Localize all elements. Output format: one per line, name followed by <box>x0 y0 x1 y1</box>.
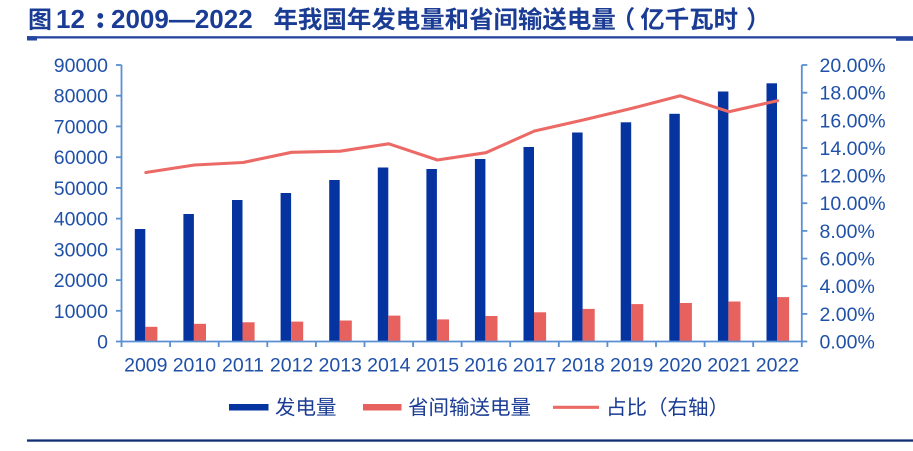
svg-text:0: 0 <box>97 332 108 354</box>
svg-text:2009—2022: 2009—2022 <box>111 4 253 34</box>
svg-text:10.00%: 10.00% <box>820 193 886 215</box>
svg-text:16.00%: 16.00% <box>820 110 886 132</box>
svg-text:90000: 90000 <box>54 55 108 77</box>
svg-text:2013: 2013 <box>319 355 362 377</box>
svg-text:2012: 2012 <box>270 355 313 377</box>
svg-text:2009: 2009 <box>124 355 167 377</box>
svg-text:0.00%: 0.00% <box>820 332 875 354</box>
svg-text:2018: 2018 <box>561 355 604 377</box>
svg-text:2010: 2010 <box>173 355 217 377</box>
svg-text:70000: 70000 <box>54 116 108 138</box>
svg-text:50000: 50000 <box>54 178 108 200</box>
svg-text:18.00%: 18.00% <box>820 83 886 105</box>
svg-text:2011: 2011 <box>222 355 264 377</box>
svg-text:2020: 2020 <box>659 355 703 377</box>
svg-text:10000: 10000 <box>54 301 108 323</box>
svg-text:4.00%: 4.00% <box>820 276 875 298</box>
svg-text:2016: 2016 <box>464 355 507 377</box>
svg-text:30000: 30000 <box>54 239 108 261</box>
svg-text:2.00%: 2.00% <box>820 304 875 326</box>
svg-text:8.00%: 8.00% <box>820 221 875 243</box>
svg-text:2014: 2014 <box>367 355 411 377</box>
svg-text:20.00%: 20.00% <box>820 55 886 77</box>
svg-text:40000: 40000 <box>54 209 108 231</box>
svg-text:12.00%: 12.00% <box>820 166 886 188</box>
svg-text:2022: 2022 <box>756 355 799 377</box>
svg-text:2019: 2019 <box>610 355 653 377</box>
svg-text:80000: 80000 <box>54 86 108 108</box>
svg-text:6.00%: 6.00% <box>820 249 875 271</box>
svg-text:2021: 2021 <box>707 355 750 377</box>
svg-text:2015: 2015 <box>416 355 460 377</box>
svg-text:60000: 60000 <box>54 147 108 169</box>
svg-text:2017: 2017 <box>513 355 556 377</box>
svg-text:20000: 20000 <box>54 270 108 292</box>
svg-text:14.00%: 14.00% <box>820 138 886 160</box>
svg-text:12: 12 <box>56 4 85 34</box>
